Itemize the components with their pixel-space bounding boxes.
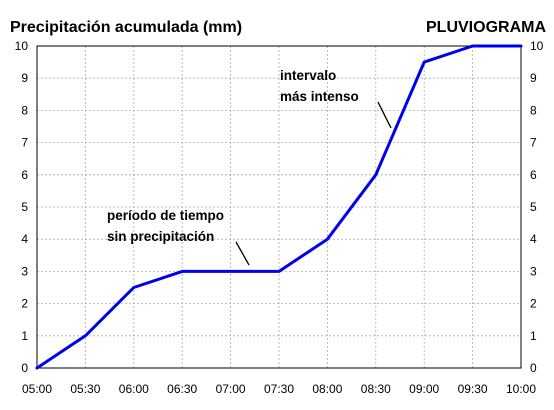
x-tick-label: 10:00 bbox=[506, 382, 536, 396]
y-tick-label-left: 5 bbox=[21, 200, 28, 214]
annotation-intense-interval-leader bbox=[377, 101, 392, 129]
y-tick-label-right: 5 bbox=[530, 200, 537, 214]
x-tick-label: 08:00 bbox=[312, 382, 342, 396]
y-tick-label-right: 2 bbox=[530, 297, 537, 311]
y-tick-label-left: 4 bbox=[21, 232, 28, 246]
series-line-precipitation bbox=[35, 44, 523, 370]
y-tick-label-right: 9 bbox=[530, 71, 537, 85]
annotation-dry-period-text: período de tiempo bbox=[107, 208, 224, 223]
y-tick-label-left: 2 bbox=[21, 297, 28, 311]
y-tick-label-left: 9 bbox=[21, 71, 28, 85]
series-group bbox=[35, 44, 523, 370]
y-axis-left: 0 1 2 3 4 5 6 7 8 9 10 bbox=[15, 39, 29, 375]
y-tick-label-left: 3 bbox=[21, 264, 28, 278]
x-tick-label: 06:00 bbox=[119, 382, 149, 396]
y-tick-label-right: 10 bbox=[530, 39, 544, 53]
grid bbox=[37, 46, 521, 368]
x-tick-label: 06:30 bbox=[167, 382, 197, 396]
annotations: período de tiempo sin precipitación interv… bbox=[107, 68, 392, 266]
chart-title: Precipitación acumulada (mm) bbox=[10, 19, 242, 36]
annotation-intense-interval-text: intervalo bbox=[280, 68, 336, 83]
x-tick-label: 05:00 bbox=[22, 382, 52, 396]
y-tick-label-left: 6 bbox=[21, 168, 28, 182]
x-tick-label: 09:00 bbox=[409, 382, 439, 396]
y-tick-label-left: 1 bbox=[21, 329, 28, 343]
annotation-intense-interval-text: más intenso bbox=[280, 89, 359, 104]
x-tick-label: 08:30 bbox=[361, 382, 391, 396]
x-tick-label: 07:30 bbox=[264, 382, 294, 396]
y-tick-label-right: 0 bbox=[530, 361, 537, 375]
y-tick-label-left: 0 bbox=[21, 361, 28, 375]
plot-frame bbox=[36, 45, 522, 369]
annotation-dry-period-text: sin precipitación bbox=[107, 229, 214, 244]
y-axis-right: 0 1 2 3 4 5 6 7 8 9 10 bbox=[530, 39, 544, 375]
y-tick-label-left: 7 bbox=[21, 136, 28, 150]
annotation-dry-period-leader bbox=[235, 241, 250, 266]
y-tick-label-left: 10 bbox=[15, 39, 29, 53]
chart-subtitle: PLUVIOGRAMA bbox=[426, 19, 546, 36]
y-tick-label-right: 7 bbox=[530, 136, 537, 150]
x-tick-label: 07:00 bbox=[216, 382, 246, 396]
x-axis: 05:00 05:30 06:00 06:30 07:00 07:30 08:00 08:30… bbox=[22, 382, 536, 396]
y-tick-label-left: 8 bbox=[21, 103, 28, 117]
x-tick-label: 05:30 bbox=[70, 382, 100, 396]
y-tick-label-right: 8 bbox=[530, 103, 537, 117]
y-tick-label-right: 4 bbox=[530, 232, 537, 246]
y-tick-label-right: 1 bbox=[530, 329, 537, 343]
x-tick-label: 09:30 bbox=[458, 382, 488, 396]
y-tick-label-right: 3 bbox=[530, 264, 537, 278]
y-tick-label-right: 6 bbox=[530, 168, 537, 182]
